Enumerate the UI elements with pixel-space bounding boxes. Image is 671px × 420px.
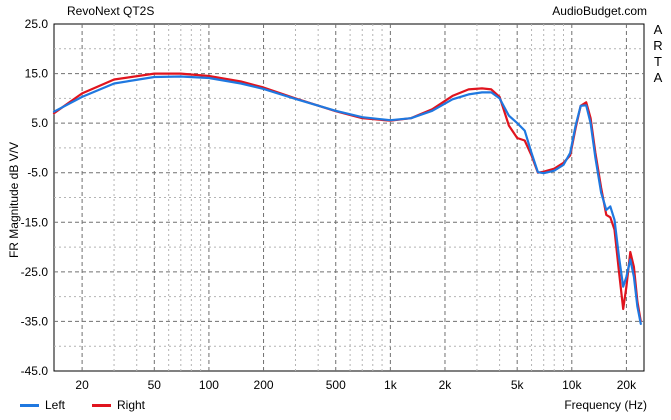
x-tick-label: 200 <box>254 378 274 392</box>
tick-labels: 20 50 100 200 500 1k 2k 5k 10k 20k 25.0 15.0 5.0 -5.0… <box>21 17 637 392</box>
y-tick-label: -35.0 <box>21 314 49 328</box>
site-label: AudioBudget.com <box>552 4 647 18</box>
series-line-left <box>52 75 642 325</box>
y-tick-label: -25.0 <box>21 265 49 279</box>
x-tick-label: 500 <box>326 378 346 392</box>
y-tick-label: 15.0 <box>25 67 49 81</box>
legend-item-right: Right <box>92 398 145 412</box>
x-tick-label: 50 <box>148 378 162 392</box>
y-tick-label: 5.0 <box>31 116 48 130</box>
x-tick-label: 100 <box>199 378 219 392</box>
y-tick-label: -5.0 <box>27 166 48 180</box>
chart-title: RevoNext QT2S <box>67 4 155 18</box>
x-tick-label: 5k <box>511 378 525 392</box>
y-tick-label: -45.0 <box>21 364 49 378</box>
x-tick-label: 10k <box>562 378 582 392</box>
y-tick-label: -15.0 <box>21 215 49 229</box>
x-axis-label: Frequency (Hz) <box>564 398 647 412</box>
series-lines <box>52 72 642 325</box>
x-tick-label: 20 <box>75 378 89 392</box>
series-line-right <box>52 72 642 323</box>
legend-label-right: Right <box>117 398 146 412</box>
x-tick-label: 1k <box>384 378 398 392</box>
legend-item-left: Left <box>20 398 65 412</box>
x-tick-label: 2k <box>439 378 453 392</box>
arta-label: ARTA <box>653 22 663 85</box>
legend-label-left: Left <box>45 398 66 412</box>
x-tick-label: 20k <box>617 378 637 392</box>
y-tick-label: 25.0 <box>25 17 49 31</box>
legend-swatch-right <box>92 403 111 407</box>
y-axis-label: FR Magnitude dB V/V <box>7 141 21 259</box>
legend-swatch-left <box>20 403 39 407</box>
